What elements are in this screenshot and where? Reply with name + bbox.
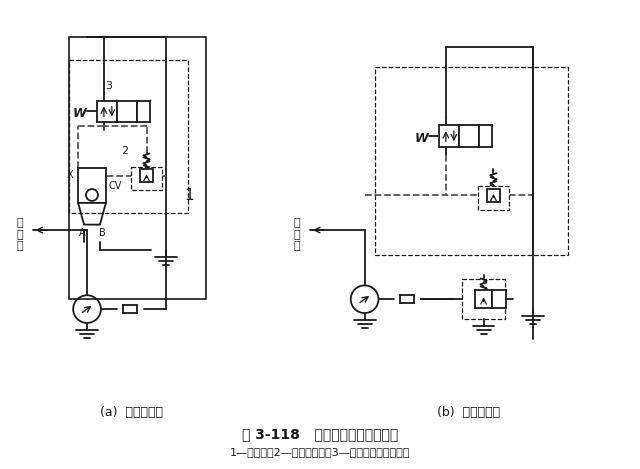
Circle shape — [351, 286, 378, 313]
Text: 1: 1 — [184, 188, 194, 203]
Bar — [131, 166, 162, 190]
Text: 至
系
统: 至 系 统 — [16, 218, 23, 251]
Bar — [478, 187, 509, 210]
Bar — [439, 125, 459, 147]
Text: CV: CV — [109, 181, 122, 190]
Bar — [475, 290, 493, 308]
Text: (a)  插装阀回路: (a) 插装阀回路 — [100, 406, 163, 419]
Bar — [461, 280, 506, 319]
Bar — [374, 67, 568, 255]
Bar — [459, 125, 479, 147]
Polygon shape — [78, 203, 106, 225]
Bar — [97, 101, 116, 122]
Text: X: X — [67, 170, 73, 180]
Text: 3: 3 — [106, 81, 113, 91]
Bar — [479, 125, 493, 147]
Text: 至
系
统: 至 系 统 — [294, 218, 301, 251]
Text: 2: 2 — [121, 146, 128, 156]
Bar — [136, 101, 150, 122]
Bar — [493, 290, 506, 308]
Bar — [487, 189, 500, 202]
Bar — [78, 168, 106, 203]
Circle shape — [86, 189, 98, 201]
Text: B: B — [99, 227, 106, 238]
Text: W: W — [72, 107, 86, 120]
Bar — [69, 60, 188, 213]
Bar — [140, 169, 153, 182]
Bar — [400, 295, 414, 303]
Bar — [123, 305, 136, 313]
Circle shape — [73, 295, 101, 323]
Text: 1—液压泵；2—先导调压阀；3—二位二通电磁换向阀: 1—液压泵；2—先导调压阀；3—二位二通电磁换向阀 — [230, 447, 410, 457]
Bar — [116, 101, 136, 122]
Text: A: A — [79, 227, 85, 238]
Bar — [69, 38, 206, 299]
Text: (b)  常规阀回路: (b) 常规阀回路 — [437, 406, 500, 419]
Text: W: W — [414, 132, 428, 144]
Text: 图 3-118   插装溢流阀的卸荷回路: 图 3-118 插装溢流阀的卸荷回路 — [242, 428, 398, 442]
